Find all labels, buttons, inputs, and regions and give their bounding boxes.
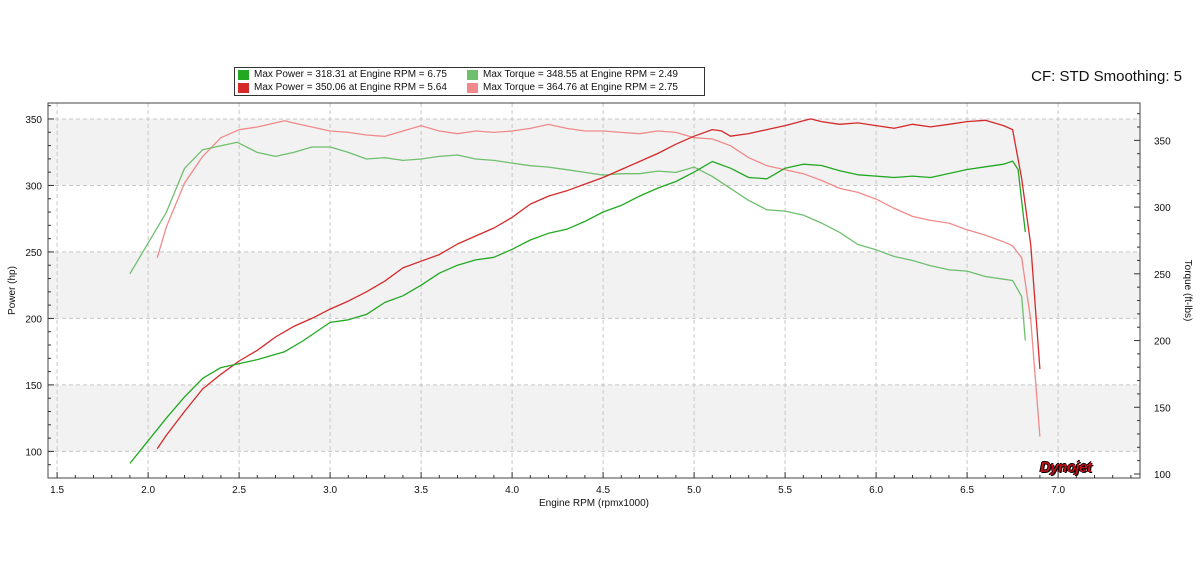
x-tick-label: 5.5: [778, 485, 792, 496]
legend-swatch-icon: [466, 81, 479, 94]
x-tick-label: 6.5: [960, 485, 974, 496]
x-tick-label: 1.5: [50, 485, 64, 496]
series-line-1: [129, 141, 1026, 341]
y-tick-label: 350: [25, 115, 42, 126]
y2-axis-label: Torque (ft-lbs): [1182, 260, 1193, 322]
plot-band: [48, 118, 1140, 186]
series-line-2: [156, 118, 1041, 450]
x-tick-label: 3.0: [323, 485, 337, 496]
legend-item-power-1[interactable]: Max Power = 318.31 at Engine RPM = 6.75: [237, 68, 447, 81]
correction-factor-label: CF: STD Smoothing: 5: [1031, 68, 1182, 85]
series-layer: [129, 118, 1041, 464]
y-tick-label: 150: [25, 381, 42, 392]
x-tick-label: 4.0: [505, 485, 519, 496]
axes: 1.5 2.0 2.5 3.0 3.5 4.0 4.5 5.0 5.5 6.0 6.5 7.0 100 1…: [25, 105, 1171, 496]
plot-frame: [47, 102, 1141, 479]
x-tick-label: 7.0: [1051, 485, 1065, 496]
legend-text: Max Power = 350.06 at Engine RPM = 5.64: [254, 82, 447, 93]
y-tick-label: 300: [25, 181, 42, 192]
y2-tick-label: 300: [1154, 203, 1171, 214]
legend-item-torque-1[interactable]: Max Torque = 348.55 at Engine RPM = 2.49: [466, 68, 678, 81]
y-tick-label: 250: [25, 248, 42, 259]
plot-band: [48, 251, 1140, 319]
y2-tick-label: 150: [1154, 403, 1171, 414]
y-tick-label: 100: [25, 447, 42, 458]
x-tick-label: 5.0: [687, 485, 701, 496]
x-tick-label: 2.0: [141, 485, 155, 496]
x-tick-label: 6.0: [869, 485, 883, 496]
legend: Max Power = 318.31 at Engine RPM = 6.75 …: [234, 67, 705, 96]
legend-swatch-icon: [466, 68, 479, 81]
legend-text: Max Torque = 348.55 at Engine RPM = 2.49: [483, 69, 678, 80]
plot-band: [48, 103, 1140, 119]
x-tick-label: 4.5: [596, 485, 610, 496]
y2-tick-label: 200: [1154, 337, 1171, 348]
gridlines: [48, 103, 1140, 478]
legend-text: Max Power = 318.31 at Engine RPM = 6.75: [254, 69, 447, 80]
y2-tick-label: 350: [1154, 136, 1171, 147]
legend-swatch-icon: [237, 81, 250, 94]
legend-item-power-2[interactable]: Max Power = 350.06 at Engine RPM = 5.64: [237, 81, 447, 94]
x-tick-label: 3.5: [414, 485, 428, 496]
y-tick-label: 200: [25, 314, 42, 325]
y2-tick-label: 250: [1154, 270, 1171, 281]
y-axis-label: Power (hp): [7, 266, 18, 315]
legend-swatch-icon: [237, 68, 250, 81]
series-line-0: [129, 160, 1026, 464]
plot-band: [48, 384, 1140, 452]
x-tick-label: 2.5: [232, 485, 246, 496]
dynojet-logo: Dynojet: [1040, 459, 1092, 476]
plot-bands: [48, 103, 1140, 478]
legend-item-torque-2[interactable]: Max Torque = 364.76 at Engine RPM = 2.75: [466, 81, 678, 94]
series-line-3: [156, 120, 1041, 437]
y2-tick-label: 100: [1154, 470, 1171, 481]
legend-text: Max Torque = 364.76 at Engine RPM = 2.75: [483, 82, 678, 93]
x-axis-label: Engine RPM (rpmx1000): [539, 498, 649, 509]
